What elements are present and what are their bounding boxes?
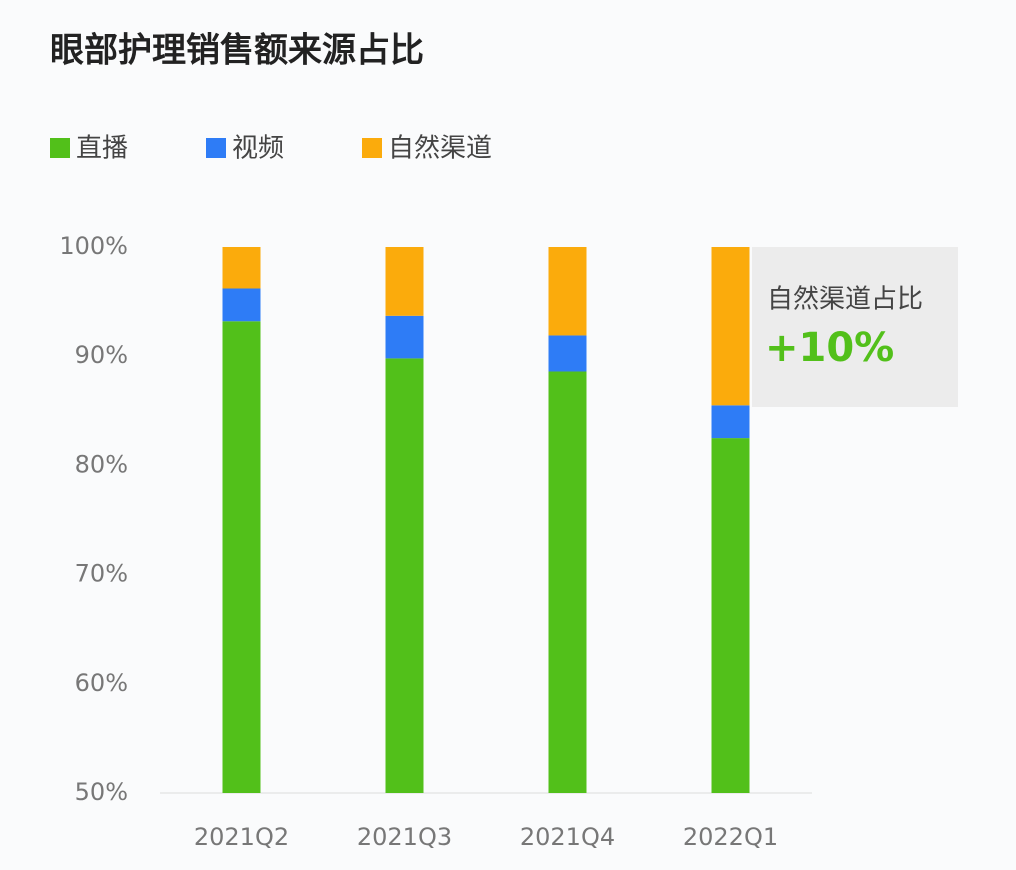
x-tick-label: 2022Q1 xyxy=(683,823,778,851)
legend-swatch xyxy=(50,138,70,158)
bar-segment xyxy=(548,371,587,793)
x-tick-label: 2021Q4 xyxy=(520,823,615,851)
x-tick-label: 2021Q2 xyxy=(194,823,289,851)
legend-swatch xyxy=(206,138,226,158)
annotation-value: +10% xyxy=(765,325,894,371)
chart-title: 眼部护理销售额来源占比 xyxy=(50,31,424,71)
legend-label: 自然渠道 xyxy=(388,134,492,164)
bar-segment xyxy=(711,247,750,406)
bar-segment xyxy=(711,405,750,439)
annotation-title: 自然渠道占比 xyxy=(767,285,923,315)
bar-segment xyxy=(385,315,424,359)
bar-segment xyxy=(548,335,587,372)
y-tick-label: 90% xyxy=(75,341,128,369)
y-tick-label: 100% xyxy=(59,232,128,260)
y-tick-label: 60% xyxy=(75,669,128,697)
bar-segment xyxy=(711,438,750,793)
y-tick-label: 70% xyxy=(75,560,128,588)
bar-segment xyxy=(222,288,261,322)
legend-label: 视频 xyxy=(232,134,284,164)
legend-label: 直播 xyxy=(76,134,128,164)
bar-segment xyxy=(222,321,261,793)
bar-segment xyxy=(385,247,424,316)
legend-swatch xyxy=(362,138,382,158)
annotation-box xyxy=(752,247,958,407)
y-tick-label: 80% xyxy=(75,450,128,478)
bar-segment xyxy=(222,247,261,289)
x-tick-label: 2021Q3 xyxy=(357,823,452,851)
y-tick-label: 50% xyxy=(75,778,128,806)
bar-segment xyxy=(385,358,424,793)
bar-segment xyxy=(548,247,587,336)
